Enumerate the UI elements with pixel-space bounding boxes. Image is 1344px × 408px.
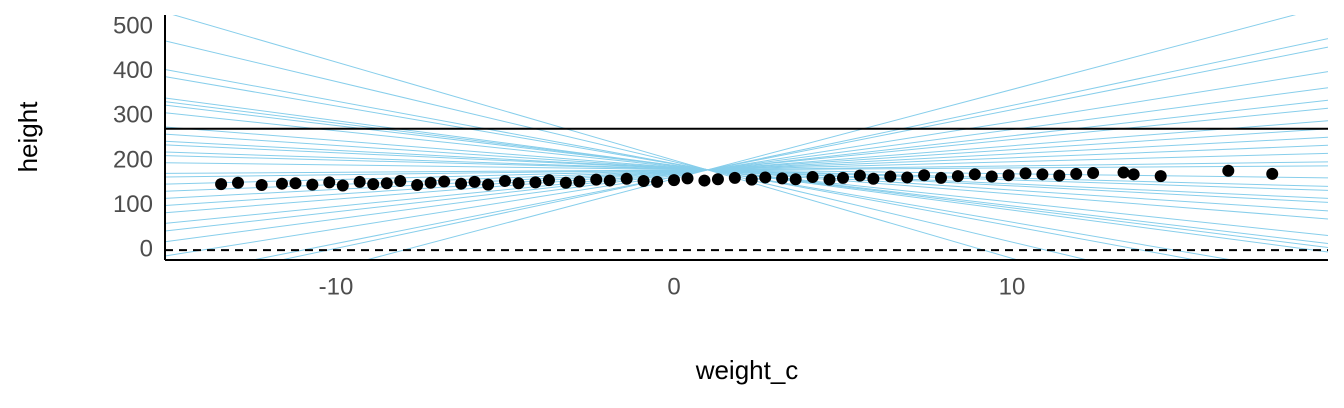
point: [867, 172, 880, 185]
prior-line: [250, 46, 1328, 260]
point: [336, 179, 349, 192]
point: [637, 175, 650, 188]
point: [681, 172, 694, 185]
point: [499, 175, 512, 188]
prior-line: [165, 71, 1328, 257]
point: [380, 177, 393, 190]
y-tick-label: 500: [113, 12, 153, 39]
point: [275, 177, 288, 190]
plot-area: [165, 15, 1328, 260]
point: [985, 170, 998, 183]
y-tick-label: 400: [113, 57, 153, 84]
x-tick-label: -10: [319, 273, 354, 300]
point: [411, 179, 424, 192]
prior-line: [364, 15, 1297, 260]
point: [806, 170, 819, 183]
y-tick-label: 0: [140, 236, 153, 263]
point: [1070, 167, 1083, 180]
point: [542, 174, 555, 187]
point: [668, 174, 681, 187]
prior-line: [165, 112, 1328, 236]
y-tick-label: 100: [113, 191, 153, 218]
point: [1154, 170, 1167, 183]
y-tick-label: 300: [113, 102, 153, 129]
point: [455, 177, 468, 190]
point: [215, 178, 228, 191]
prior-line: [165, 155, 1328, 187]
point: [918, 169, 931, 182]
point: [620, 172, 633, 185]
x-axis-title: weight_c: [695, 355, 799, 385]
point: [1053, 169, 1066, 182]
point: [232, 176, 245, 189]
prior-line: [165, 87, 1328, 243]
point: [884, 170, 897, 183]
point: [728, 171, 741, 184]
point: [1222, 164, 1235, 177]
x-tick-label: 10: [999, 273, 1026, 300]
point: [573, 175, 586, 188]
x-tick-label: 0: [667, 273, 680, 300]
point: [367, 178, 380, 191]
point: [468, 175, 481, 188]
point: [968, 168, 981, 181]
point: [951, 170, 964, 183]
prior-line: [278, 38, 1328, 260]
prior-line: [165, 99, 1328, 232]
point: [323, 176, 336, 189]
point: [1087, 166, 1100, 179]
y-tick-label: 200: [113, 146, 153, 173]
prior-line: [165, 120, 1328, 214]
point: [776, 172, 789, 185]
point: [901, 171, 914, 184]
point: [603, 174, 616, 187]
point: [789, 173, 802, 186]
point: [935, 171, 948, 184]
point: [438, 175, 451, 188]
point: [853, 169, 866, 182]
prior-line: [165, 136, 1328, 199]
point: [1019, 167, 1032, 180]
point: [512, 177, 525, 190]
point: [394, 175, 407, 188]
point: [1002, 169, 1015, 182]
point: [1127, 168, 1140, 181]
point: [529, 176, 542, 189]
point: [1036, 168, 1049, 181]
point: [289, 177, 302, 190]
point: [559, 176, 572, 189]
prior-line: [165, 76, 1235, 260]
point: [651, 175, 664, 188]
point: [255, 179, 268, 192]
point: [1117, 166, 1130, 179]
point: [306, 178, 319, 191]
prior-line: [165, 133, 1328, 212]
prior-line: [165, 161, 1328, 178]
point: [590, 173, 603, 186]
y-axis-title: height: [13, 101, 43, 173]
point: [482, 178, 495, 191]
point: [745, 173, 758, 186]
point: [711, 173, 724, 186]
point: [836, 171, 849, 184]
point: [353, 175, 366, 188]
point: [1266, 167, 1279, 180]
point: [759, 171, 772, 184]
point: [424, 176, 437, 189]
point: [698, 174, 711, 187]
point: [823, 173, 836, 186]
